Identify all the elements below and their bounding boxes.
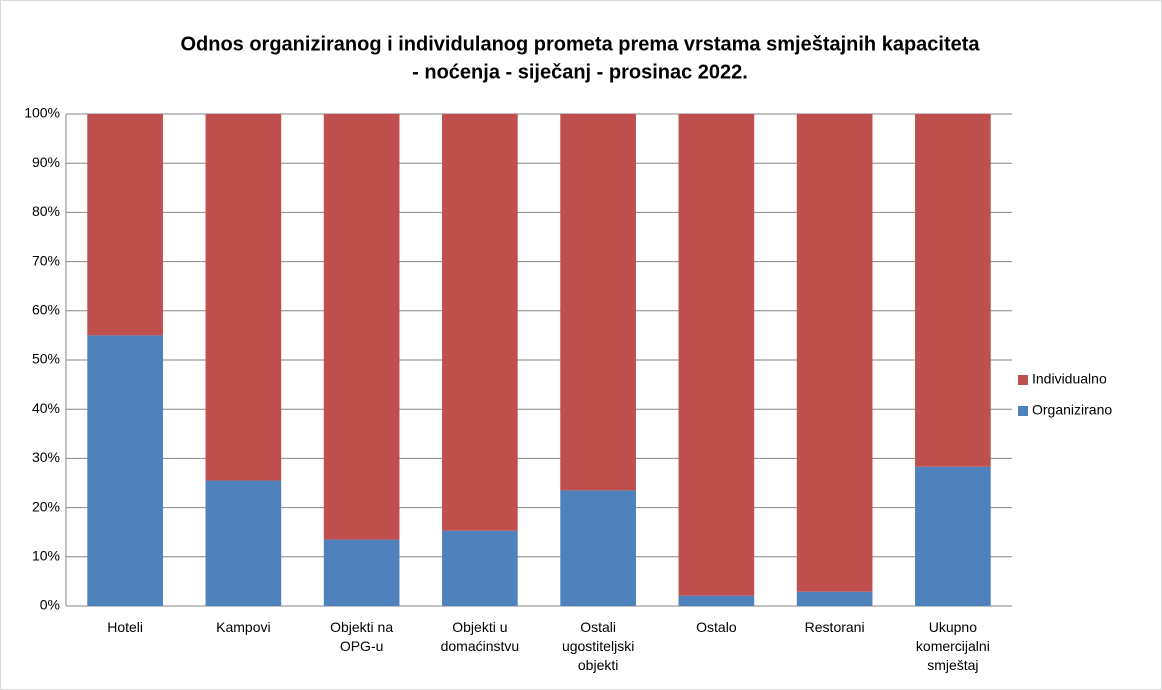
y-tick-label: 0%: [40, 597, 60, 613]
bar-segment: [796, 114, 873, 592]
x-tick-label-box: Objekti na OPG-u: [330, 619, 394, 654]
x-tick-label: Hoteli: [107, 619, 144, 635]
bar-segment: [915, 114, 991, 467]
bar-segment: [560, 114, 636, 491]
bar-segment: [205, 114, 282, 481]
y-tick-label: 90%: [32, 154, 60, 170]
bar-segment: [87, 335, 163, 606]
x-tick-label-box: Ostalo: [696, 619, 737, 635]
bar-segment: [678, 114, 755, 596]
x-tick-label-box: Objekti u domaćinstvu: [440, 619, 520, 654]
bar-segment: [678, 595, 755, 606]
x-tick-label: Ostalo: [696, 619, 737, 635]
bar-segment: [323, 539, 400, 606]
y-tick-label: 50%: [32, 351, 60, 367]
y-tick-label: 100%: [24, 105, 60, 121]
x-tick-label: Ostali ugostiteljski objekti: [561, 619, 635, 673]
legend-label: Individualno: [1032, 371, 1107, 387]
chart-title: Odnos organiziranog i individulanog prom…: [180, 33, 980, 55]
chart-title: - noćenja - siječanj - prosinac 2022.: [412, 61, 748, 83]
bar-segment: [560, 490, 636, 606]
x-tick-label-box: Hoteli: [107, 619, 144, 635]
bar-segment: [442, 530, 518, 606]
x-tick-label: Restorani: [804, 619, 865, 635]
y-tick-label: 10%: [32, 548, 60, 564]
y-tick-label: 60%: [32, 302, 60, 318]
legend-label: Organizirano: [1032, 402, 1112, 418]
x-tick-label-box: Ostali ugostiteljski objekti: [561, 619, 635, 673]
bar-segment: [442, 114, 518, 531]
bar-segment: [796, 591, 873, 606]
legend-swatch: [1018, 406, 1028, 416]
bar-segment: [87, 114, 163, 336]
bar-segment: [205, 480, 282, 606]
y-tick-label: 70%: [32, 252, 60, 268]
y-tick-label: 40%: [32, 400, 60, 416]
y-tick-label: 30%: [32, 449, 60, 465]
bar-segment: [915, 466, 991, 606]
legend-swatch: [1018, 375, 1028, 385]
bar-segment: [323, 114, 400, 540]
y-tick-label: 80%: [32, 203, 60, 219]
y-tick-label: 20%: [32, 498, 60, 514]
x-tick-label: Kampovi: [216, 619, 271, 635]
x-tick-label: Objekti na OPG-u: [330, 619, 394, 654]
x-tick-label: Objekti u domaćinstvu: [440, 619, 520, 654]
x-tick-label-box: Restorani: [804, 619, 865, 635]
x-tick-label-box: Ukupno komercijalni smještaj: [915, 619, 990, 673]
x-tick-label-box: Kampovi: [216, 619, 271, 635]
x-tick-label: Ukupno komercijalni smještaj: [915, 619, 990, 673]
